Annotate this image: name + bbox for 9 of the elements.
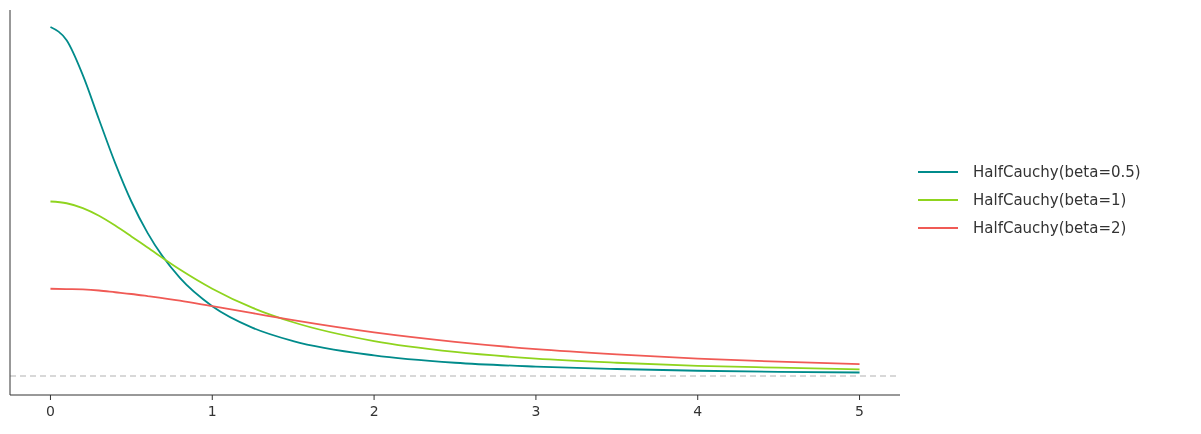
x-tick-label: 0: [45, 403, 55, 419]
x-tick-label: 4: [693, 403, 703, 419]
legend-label: HalfCauchy(beta=1): [973, 191, 1127, 209]
legend-label: HalfCauchy(beta=0.5): [973, 163, 1141, 181]
x-tick-label: 2: [369, 403, 379, 419]
legend-label: HalfCauchy(beta=2): [973, 219, 1127, 237]
x-tick-label: 5: [855, 403, 865, 419]
x-tick-label: 3: [531, 403, 541, 419]
x-tick-label: 1: [207, 403, 217, 419]
